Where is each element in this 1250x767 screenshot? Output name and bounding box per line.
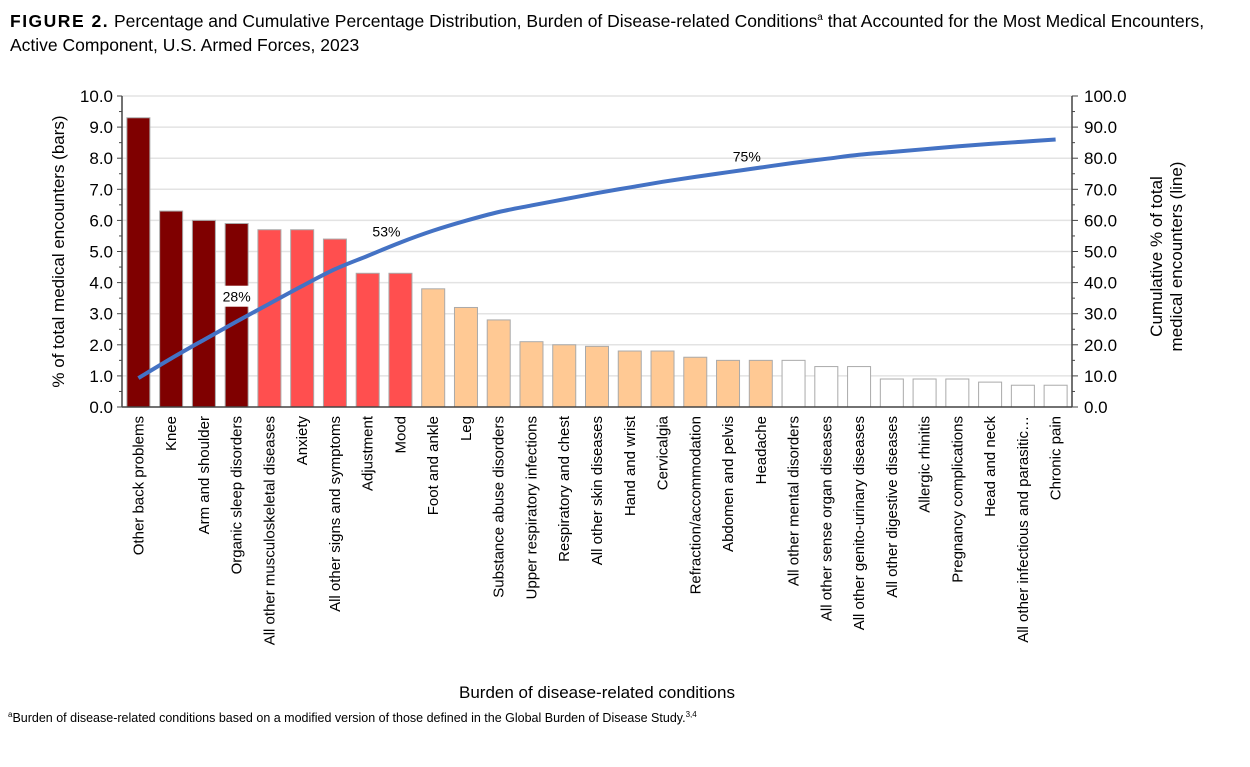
bar xyxy=(1010,384,1035,408)
category-label: All other skin diseases xyxy=(589,416,606,565)
left-tick-label: 9.0 xyxy=(89,118,113,137)
bar xyxy=(421,288,446,408)
bar xyxy=(847,366,872,408)
right-tick-label: 20.0 xyxy=(1084,336,1117,355)
bar xyxy=(1043,384,1068,408)
title-text-2: that Accounted for the Most Medical Enco… xyxy=(10,10,1205,55)
bar xyxy=(716,359,741,408)
title-sup: a xyxy=(817,12,823,23)
annotation-label: 28% xyxy=(223,289,251,305)
category-label: Headache xyxy=(753,416,770,484)
bar xyxy=(519,341,544,408)
category-label: Leg xyxy=(458,416,475,441)
category-label: Respiratory and chest xyxy=(556,415,573,562)
category-label: Cervicalgia xyxy=(655,415,672,490)
bar xyxy=(748,359,773,408)
annotation-label: 75% xyxy=(733,149,761,165)
category-label: Adjustment xyxy=(360,415,377,491)
category-label: Knee xyxy=(163,416,180,451)
bar xyxy=(257,229,282,408)
bar xyxy=(617,350,642,408)
bar xyxy=(126,117,151,408)
category-label: All other genito-urinary diseases xyxy=(851,416,868,630)
cumulative-line xyxy=(137,137,1056,380)
category-label: All other signs and symptoms xyxy=(327,416,344,612)
right-tick-label: 40.0 xyxy=(1084,274,1117,293)
right-tick-label: 90.0 xyxy=(1084,118,1117,137)
category-label: Allergic rhinitis xyxy=(917,416,934,513)
right-tick-label: 10.0 xyxy=(1084,367,1117,386)
category-label: Substance abuse disorders xyxy=(491,416,508,598)
left-tick-label: 8.0 xyxy=(89,149,113,168)
bar xyxy=(879,378,904,408)
footnote: aBurden of disease-related conditions ba… xyxy=(8,710,697,725)
category-label: Foot and ankle xyxy=(425,416,442,515)
category-label: Upper respiratory infections xyxy=(523,416,540,599)
bar xyxy=(912,378,937,408)
category-label: Abdomen and pelvis xyxy=(720,416,737,552)
category-label: All other sense organ diseases xyxy=(818,416,835,621)
category-label: Organic sleep disorders xyxy=(229,416,246,574)
bar xyxy=(978,381,1003,408)
category-label: Anxiety xyxy=(294,416,311,466)
bar xyxy=(650,350,675,408)
bar xyxy=(388,272,413,408)
bar xyxy=(486,319,511,408)
bar xyxy=(159,210,184,408)
right-tick-label: 100.0 xyxy=(1084,87,1127,106)
left-tick-label: 3.0 xyxy=(89,305,113,324)
bar xyxy=(552,344,577,408)
category-label: All other musculoskeletal diseases xyxy=(261,416,278,645)
left-tick-label: 1.0 xyxy=(89,367,113,386)
figure-label: FIGURE 2. xyxy=(10,10,110,31)
right-tick-label: 60.0 xyxy=(1084,211,1117,230)
category-label: Refraction/accommodation xyxy=(687,416,704,594)
left-tick-label: 6.0 xyxy=(89,211,113,230)
category-label: Mood xyxy=(392,416,409,454)
category-label: Hand and wrist xyxy=(622,415,639,516)
left-tick-label: 7.0 xyxy=(89,180,113,199)
category-label: All other infectious and parasitic… xyxy=(1015,416,1032,643)
bar xyxy=(191,219,216,408)
category-label: Chronic pain xyxy=(1048,416,1065,500)
x-axis-title: Burden of disease-related conditions xyxy=(459,683,735,702)
footnote-text: Burden of disease-related conditions bas… xyxy=(12,711,686,726)
right-tick-label: 50.0 xyxy=(1084,243,1117,262)
bar xyxy=(781,359,806,408)
category-label: Arm and shoulder xyxy=(196,416,213,534)
right-axis-title: Cumulative % of total xyxy=(1147,176,1166,337)
right-tick-label: 30.0 xyxy=(1084,305,1117,324)
right-tick-label: 70.0 xyxy=(1084,180,1117,199)
category-label: Pregnancy complications xyxy=(949,416,966,583)
bar xyxy=(945,378,970,408)
annotation-label: 53% xyxy=(372,223,400,239)
right-tick-label: 80.0 xyxy=(1084,149,1117,168)
bar xyxy=(683,356,708,408)
right-axis-title: medical encounters (line) xyxy=(1167,162,1186,352)
bar xyxy=(585,345,609,408)
category-label: Other back problems xyxy=(130,416,147,555)
left-tick-label: 10.0 xyxy=(80,87,113,106)
bar xyxy=(355,272,380,408)
left-tick-label: 2.0 xyxy=(89,336,113,355)
title-text: Percentage and Cumulative Percentage Dis… xyxy=(109,10,818,31)
bar xyxy=(453,306,478,408)
left-tick-label: 5.0 xyxy=(89,243,113,262)
category-label: All other digestive diseases xyxy=(884,416,901,598)
category-label: All other mental disorders xyxy=(786,416,803,586)
left-axis-title: % of total medical encounters (bars) xyxy=(49,115,68,387)
left-tick-label: 0.0 xyxy=(89,398,113,417)
right-tick-label: 0.0 xyxy=(1084,398,1108,417)
left-tick-label: 4.0 xyxy=(89,274,113,293)
figure-title: FIGURE 2. Percentage and Cumulative Perc… xyxy=(10,6,1235,57)
footnote-refs: 3,4 xyxy=(685,710,697,719)
bar xyxy=(290,229,315,408)
footnote-sup: a xyxy=(8,710,13,719)
category-label: Head and neck xyxy=(982,416,999,517)
annotation-background xyxy=(216,285,257,307)
bar xyxy=(814,366,839,408)
